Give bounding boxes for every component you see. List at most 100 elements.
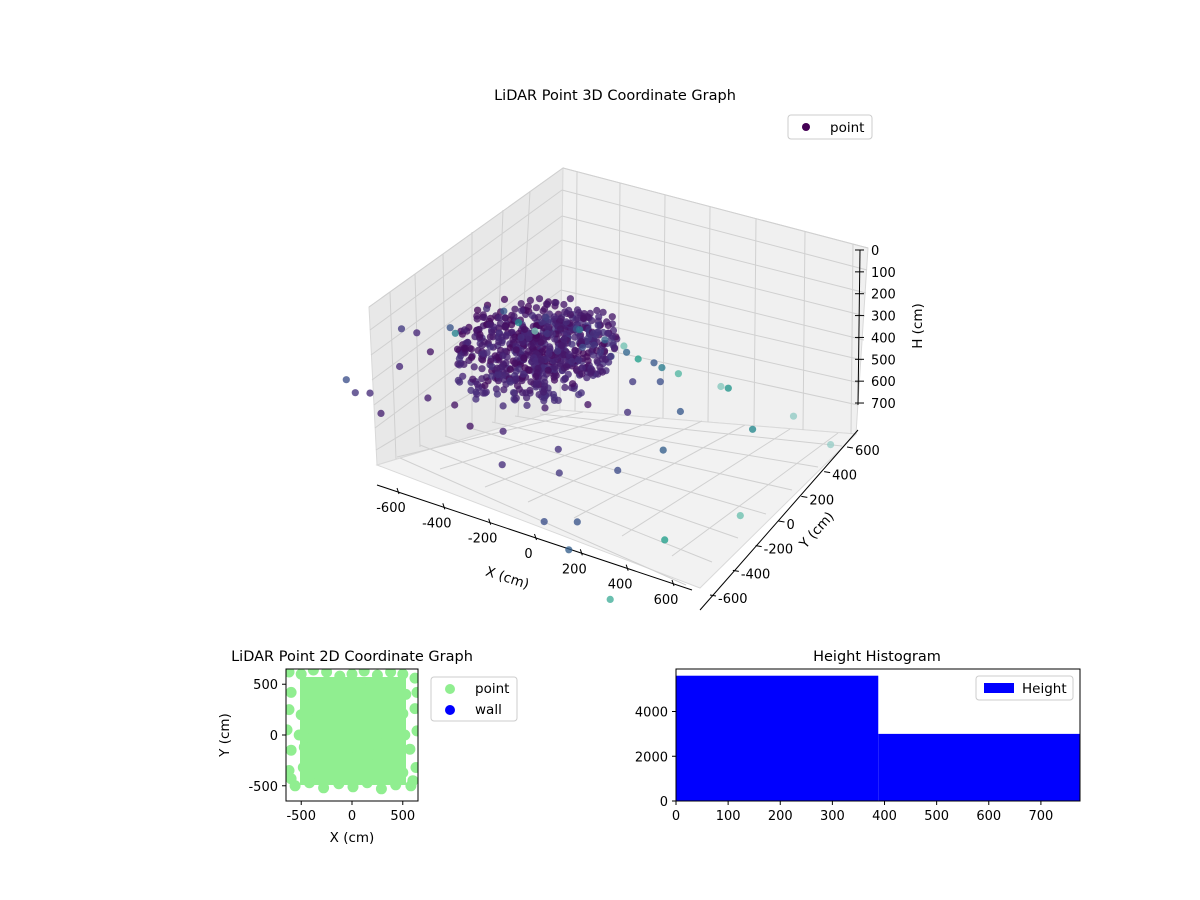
plot-area-histogram [675, 668, 1081, 802]
x-tick-3d [671, 579, 675, 587]
point-3d-marker [717, 382, 725, 391]
point-3d-marker [366, 389, 374, 397]
point-2d-marker [324, 709, 336, 721]
y-tick-label-3d: 0 [787, 518, 795, 533]
legend-3d: point [787, 114, 873, 140]
point-2d-marker [297, 762, 309, 773]
point-3d-marker [724, 384, 732, 392]
point-2d-marker [397, 708, 409, 720]
point-3d-marker [493, 390, 501, 398]
point-3d-marker [460, 344, 468, 352]
y-tick-label-3d: 400 [832, 469, 857, 484]
point-3d-marker [661, 536, 669, 544]
y-tick-label-3d: -600 [718, 592, 748, 607]
point-3d-marker [601, 336, 609, 344]
point-3d-marker [527, 378, 535, 386]
point-3d-marker [473, 315, 481, 323]
point-3d-marker [557, 315, 565, 323]
point-3d-marker [460, 326, 469, 334]
z-tick-label-3d: 400 [871, 331, 896, 346]
point-3d-marker [550, 313, 558, 321]
y-tick-label-2d: 500 [253, 678, 278, 693]
point-2d-marker [314, 683, 325, 695]
x-tick-label-3d: -400 [422, 516, 452, 531]
point-3d-marker [424, 394, 432, 402]
point-2d-marker [372, 709, 384, 721]
point-3d-marker [563, 363, 571, 371]
point-2d-marker [348, 707, 360, 719]
point-3d-marker [593, 357, 601, 365]
point-3d-marker [522, 389, 530, 397]
point-3d-marker [479, 389, 487, 397]
point-2d-marker [300, 688, 312, 700]
legend-2d-marker-point [445, 684, 455, 694]
point-3d-marker [478, 365, 486, 373]
point-2d-marker [346, 669, 358, 680]
point-3d-marker [565, 306, 573, 314]
point-3d-marker [469, 375, 477, 383]
point-2d-marker [399, 729, 411, 741]
point-2d-marker [351, 743, 363, 755]
ticks-2d: -500 0 500 -500 0 500 [248, 678, 415, 824]
chart-3d-title: LiDAR Point 3D Coordinate Graph [494, 88, 736, 104]
chart-3d: LiDAR Point 3D Coordinate Graph [342, 88, 926, 611]
y-axis-label-3d: Y (cm) [796, 509, 838, 553]
x-axis-label-3d: X (cm) [484, 564, 531, 593]
point-3d-marker [594, 321, 602, 329]
histogram-bars [676, 675, 1080, 801]
chart-2d: LiDAR Point 2D Coordinate Graph -500 0 500… [217, 649, 518, 846]
point-3d-marker [518, 307, 526, 315]
point-2d-marker [383, 763, 395, 774]
point-3d-marker [512, 346, 520, 354]
point-3d-marker [629, 378, 637, 386]
point-2d-marker [346, 729, 358, 741]
point-3d-marker [499, 427, 507, 435]
point-3d-marker [537, 356, 546, 365]
y-ticks-3d: -600 -400 -200 0 200 400 600 [709, 444, 880, 607]
point-3d-marker [578, 343, 587, 351]
point-2d-marker [325, 742, 337, 754]
legend-2d-marker-wall [445, 705, 455, 715]
x-tick-3d [488, 518, 492, 525]
point-3d-marker [539, 388, 548, 396]
point-3d-marker [519, 370, 527, 378]
point-3d-marker [413, 329, 421, 337]
point-3d-marker [426, 348, 434, 356]
point-3d-marker [456, 378, 464, 386]
point-3d-marker [624, 408, 632, 416]
point-3d-marker [593, 328, 601, 336]
point-3d-marker [552, 299, 560, 307]
y-tick-3d [801, 495, 808, 498]
z-ticks-3d: 0 100 200 300 400 500 600 700 [855, 244, 896, 412]
legend-3d-label: point [830, 120, 864, 136]
x-tick-label-3d: 200 [562, 562, 587, 577]
point-3d-marker [560, 300, 568, 309]
point-2d-marker [333, 778, 345, 790]
point-3d-marker [509, 335, 517, 343]
point-2d-marker [354, 764, 366, 775]
point-3d-marker [532, 357, 540, 365]
point-2d-layer [286, 669, 418, 795]
x-tick-label-hist: 600 [976, 809, 1001, 824]
point-3d-marker [532, 381, 540, 389]
y-tick-label-2d: 0 [270, 729, 278, 744]
point-2d-marker [371, 669, 383, 681]
point-3d-marker [486, 321, 494, 329]
point-2d-marker [332, 724, 344, 736]
y-tick-label-2d: -500 [248, 780, 278, 795]
point-3d-marker [554, 347, 562, 355]
point-2d-marker [390, 779, 402, 791]
point-2d-marker [409, 672, 418, 684]
point-3d-marker [540, 518, 548, 526]
point-3d-marker [539, 307, 547, 315]
point-2d-marker [410, 762, 418, 773]
point-3d-marker [548, 330, 556, 338]
point-3d-marker [526, 296, 535, 304]
y-tick-label-hist: 0 [660, 795, 668, 810]
y-tick-3d [755, 545, 762, 548]
point-2d-marker [361, 777, 373, 789]
z-tick-label-3d: 300 [871, 310, 896, 325]
point-3d-marker [560, 335, 568, 343]
point-3d-marker [595, 313, 603, 321]
z-tick-label-3d: 0 [871, 244, 879, 259]
